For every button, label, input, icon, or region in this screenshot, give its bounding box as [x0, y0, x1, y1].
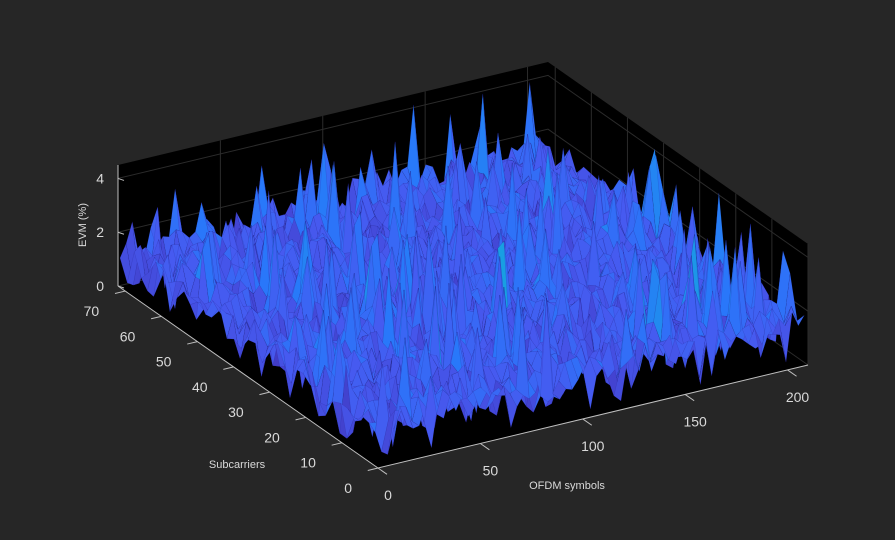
y-tick-mark — [187, 341, 198, 345]
x-tick-mark — [582, 418, 593, 426]
y-tick-label: 20 — [264, 429, 280, 445]
y-tick-label: 30 — [228, 404, 244, 420]
x-tick-label: 0 — [384, 487, 392, 503]
surface-mesh — [119, 82, 805, 455]
x-tick-mark — [377, 467, 388, 475]
z-tick-label: 4 — [96, 170, 104, 186]
y-axis-label: Subcarriers — [209, 459, 266, 471]
x-tick-label: 50 — [483, 462, 499, 478]
z-axis-label: EVM (%) — [77, 203, 89, 247]
z-tick-label: 0 — [96, 278, 104, 294]
y-tick-mark — [223, 366, 234, 370]
x-tick-mark — [787, 369, 797, 377]
y-tick-mark — [367, 467, 379, 471]
y-tick-label: 70 — [84, 303, 100, 319]
y-tick-label: 50 — [156, 354, 172, 370]
tick-labels: 0 50 100 150 200 0 10 20 30 40 50 60 70 0 2 4 — [84, 170, 810, 503]
surface-patch — [783, 273, 798, 323]
x-tick-label: 100 — [581, 438, 605, 454]
y-tick-mark — [150, 315, 162, 320]
z-tick-mark — [117, 177, 125, 181]
z-tick-label: 2 — [96, 224, 104, 240]
x-axis-line — [377, 364, 809, 469]
y-tick-mark — [259, 391, 270, 396]
y-tick-mark — [114, 290, 126, 294]
y-tick-label: 40 — [192, 379, 208, 395]
y-tick-label: 10 — [300, 455, 316, 471]
z-tick-mark — [117, 231, 125, 235]
x-tick-mark — [480, 443, 490, 451]
y-tick-label: 60 — [120, 328, 136, 344]
x-tick-mark — [684, 394, 695, 402]
x-tick-label: 200 — [786, 389, 810, 405]
y-tick-mark — [295, 416, 306, 421]
grid-line-z — [117, 74, 809, 258]
y-tick-mark — [331, 442, 343, 446]
z-tick-mark — [117, 285, 125, 289]
x-axis-label: OFDM symbols — [529, 480, 605, 492]
x-tick-label: 150 — [683, 413, 707, 429]
surface-patch — [791, 306, 805, 327]
y-tick-label: 0 — [344, 480, 352, 496]
